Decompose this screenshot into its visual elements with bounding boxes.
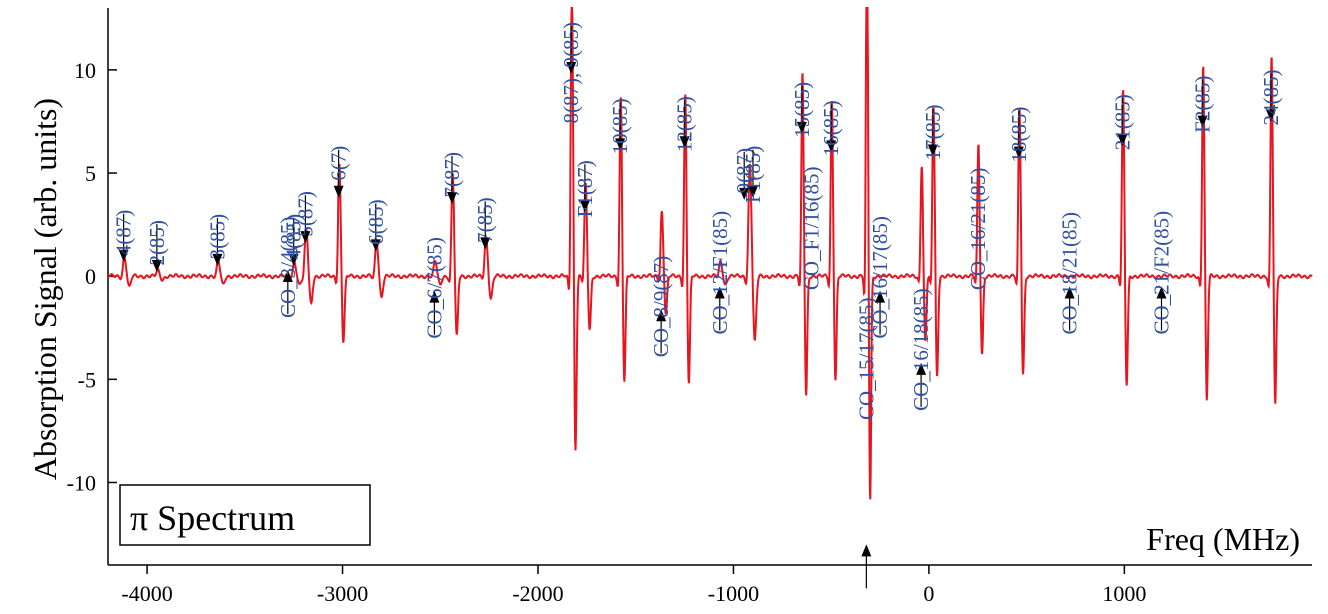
y-tick-label: -5 [78, 367, 96, 392]
x-tick-label: -1000 [708, 581, 759, 606]
annotation-arrow-head [212, 253, 223, 266]
x-tick-label: 0 [923, 581, 934, 606]
annotation-arrow-head [714, 286, 725, 299]
annotation-arrow-head [796, 121, 807, 134]
annotation-arrow-head [282, 269, 293, 282]
spectrum-line [107, 7, 1313, 500]
annotation-label: 6(7) [327, 146, 351, 181]
x-axis-title-background [1108, 515, 1312, 557]
annotation-arrow-head [1013, 146, 1024, 159]
axes: -10 -5 0 5 10 -4000 -3000 -2000 -1000 0 1000 [67, 8, 1312, 606]
annotation-arrow-head [615, 138, 626, 151]
annotation-label: 10(85) [608, 98, 632, 154]
plot-area [107, 7, 1313, 500]
annotation-label: CO_6/7(85) [422, 237, 446, 339]
annotation-label: 15(85) [790, 82, 814, 138]
annotation-label: 9(87) [732, 148, 756, 194]
annotation-arrow-head [875, 290, 886, 303]
annotation-label: 4(85) [282, 214, 306, 259]
annotation-arrow-head [1064, 286, 1075, 299]
annotation-arrow-head [579, 200, 590, 213]
annotation-arrow-head [1156, 286, 1167, 299]
annotation-label: 5(87) [293, 191, 317, 237]
annotation-arrow-head [333, 185, 344, 198]
annotation-arrow-head [288, 253, 299, 266]
x-tick-label: -2000 [512, 581, 563, 606]
x-axis-title: Freq (MHz) [1146, 521, 1300, 557]
annotation-arrow-head [739, 187, 750, 200]
x-tick-label: -3000 [317, 581, 368, 606]
annotation-arrow-head [826, 140, 837, 153]
annotation-arrow-head [300, 231, 311, 244]
annotation-arrow-head [1117, 134, 1128, 147]
annotation-label: 7(87) [440, 152, 464, 198]
annotation-label: F1(87) [573, 160, 597, 217]
annotation-label: 17(85) [921, 105, 945, 161]
y-tick-label: 10 [74, 58, 96, 83]
annotation-label: CO_15/17(85) [854, 298, 878, 421]
annotation-arrow-head [927, 144, 938, 157]
annotation-label: CO_3/4(85) [276, 216, 300, 318]
annotation-label: CO_16/21(85) [966, 168, 990, 291]
x-ticks: -4000 -3000 -2000 -1000 0 1000 [121, 565, 1146, 606]
annotation-label: 2(85) [145, 220, 169, 266]
annotation-arrow-head [480, 237, 491, 250]
annotation-label: 8(87), 9(85) [559, 22, 583, 123]
y-tick-label: -10 [67, 470, 96, 495]
annotation-label: 24(85) [1259, 69, 1283, 125]
annotation-label: CO_F1/16(85) [800, 166, 824, 290]
legend-box-text: π Spectrum [130, 498, 295, 538]
annotation-arrow-head [370, 239, 381, 252]
annotation-arrow-head [1197, 115, 1208, 128]
annotation-label: F1(85) [741, 146, 765, 203]
annotation-arrow-head [447, 191, 457, 204]
annotation-label: CO_16/18(85) [909, 288, 933, 411]
annotation-arrow-head [748, 185, 758, 198]
peak-annotations: 4(87) 2(85) 3(85) 4(85)5(87) 6(7) 6(85) 7(87) 7… [112, 22, 1283, 589]
annotation-arrow-head [861, 544, 872, 557]
annotation-label: F2(85) [1191, 76, 1215, 133]
annotation-arrow-head [916, 362, 927, 375]
annotation-arrow-head [151, 260, 162, 273]
annotation-arrow-head [679, 136, 690, 149]
annotation-arrow-head [656, 309, 667, 322]
annotation-arrow-head [118, 249, 129, 262]
annotation-label: 18(85) [1007, 107, 1031, 163]
annotation-label: CO_21/F2(85) [1150, 211, 1174, 335]
annotation-label: CO_18/21(85) [1058, 212, 1082, 335]
legend-box [119, 484, 371, 546]
annotation-arrow-head [566, 62, 577, 75]
y-ticks: -10 -5 0 5 10 [67, 58, 117, 495]
annotation-label: 16(85) [819, 100, 843, 156]
annotation-label: 12(85) [673, 96, 697, 152]
annotation-label: CO_16/17(85) [868, 216, 892, 339]
annotation-label: 21(85) [1110, 94, 1134, 150]
y-tick-label: 0 [85, 264, 96, 289]
y-tick-label: 5 [85, 161, 96, 186]
x-tick-label: 1000 [1102, 581, 1146, 606]
annotation-label: 7(85) [473, 197, 497, 243]
annotation-arrow-head [1265, 109, 1276, 122]
annotation-label: 4(87) [112, 210, 136, 256]
annotation-label: 3(85) [205, 214, 229, 259]
y-axis-title: Absorption Signal (arb. units) [27, 98, 63, 480]
x-tick-label: -4000 [121, 581, 172, 606]
annotation-label: CO_8/9(87) [649, 256, 673, 358]
annotation-label: CO_12/F1(85) [708, 211, 732, 335]
annotation-arrow-head [429, 290, 440, 303]
annotation-label: 6(85) [364, 199, 388, 245]
